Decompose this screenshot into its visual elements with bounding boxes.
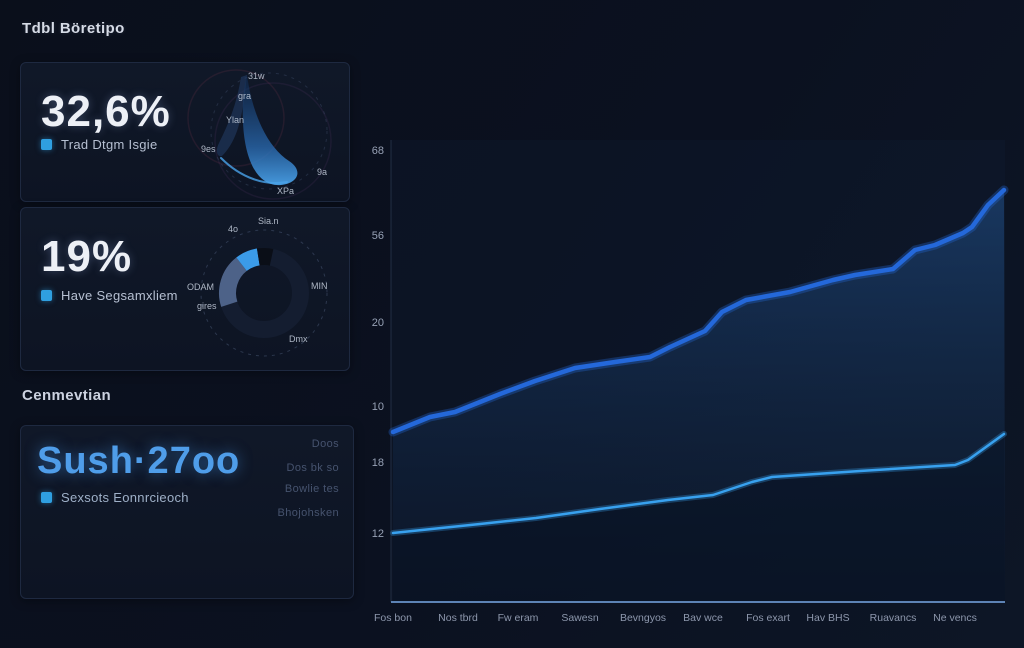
trend-value: 32,6% — [41, 87, 171, 136]
x-axis-label: Fos bon — [374, 612, 412, 624]
y-axis-tick: 20 — [372, 317, 384, 329]
donut-legend: Have Segsamxliem — [41, 288, 178, 303]
legend-swatch-icon — [41, 139, 52, 150]
swirl-bright-edge — [220, 157, 288, 184]
conversion-side-label: Dos bk so — [286, 462, 339, 474]
swirl-chart-svg: 31w gra Ylan 9es 9a XPa — [187, 69, 332, 200]
trend-legend-label: Trad Dtgm Isgie — [61, 137, 158, 152]
swirl-label: 31w — [248, 71, 265, 81]
donut-label: 4o — [228, 224, 238, 234]
donut-value: 19% — [41, 232, 133, 281]
conversion-value: Sush·27oo — [37, 440, 241, 482]
donut-chart-svg: 4o Sia.n ODAM gires MIN Dmx — [187, 216, 328, 357]
primary-line-glow — [388, 185, 1009, 437]
x-axis-label: Sawesn — [561, 612, 599, 624]
swirl-labels: 31w gra Ylan 9es 9a XPa — [201, 71, 327, 196]
stat-card-donut: 19% Have Segsamxliem 4o Sia.n ODAM gires MIN… — [20, 207, 350, 371]
x-axis-label: Hav BHS — [806, 612, 849, 624]
donut-legend-label: Have Segsamxliem — [61, 288, 178, 303]
swirl-faint-circle-2 — [214, 82, 332, 200]
conversion-legend-label: Sexsots Eonnrcieoch — [61, 490, 189, 505]
plot-background — [391, 140, 1005, 602]
secondary-area-fill — [393, 434, 1005, 602]
x-axis-label: Fos exart — [746, 612, 790, 624]
swirl-label: Ylan — [226, 115, 244, 125]
swirl-dashed-circle — [210, 72, 328, 190]
donut-label: ODAM — [187, 282, 214, 292]
x-axis-label: Ruavancs — [870, 612, 917, 624]
x-axis-label: Nos tbrd — [438, 612, 478, 624]
x-axis-label: Bav wce — [683, 612, 723, 624]
primary-trend-line — [390, 187, 1007, 435]
legend-swatch-icon — [41, 492, 52, 503]
y-axis-tick: 68 — [372, 145, 384, 157]
y-axis-tick: 18 — [372, 457, 384, 469]
donut-segment — [236, 248, 261, 272]
donut-dashed-circle — [200, 229, 328, 357]
donut-segment — [256, 248, 274, 266]
secondary-trend-line — [391, 432, 1006, 535]
stat-card-trend: 32,6% Trad Dtgm Isgie 31w gra Ylan 9es 9a XPa — [20, 62, 350, 202]
swirl-label: XPa — [277, 186, 294, 196]
swirl-label: 9a — [317, 167, 327, 177]
conversion-side-label: Bowlie tes — [284, 483, 339, 495]
trend-legend: Trad Dtgm Isgie — [41, 137, 158, 152]
swirl-label: gra — [238, 91, 251, 101]
x-axis-label: Fw eram — [498, 612, 539, 624]
donut-label: gires — [197, 301, 217, 311]
swirl-ribbon-wing — [216, 75, 247, 157]
legend-swatch-icon — [41, 290, 52, 301]
donut-segment — [219, 257, 248, 307]
donut-label: MIN — [311, 281, 328, 291]
y-axis-tick: 12 — [372, 528, 384, 540]
donut-label: Dmx — [289, 334, 308, 344]
swirl-label: 9es — [201, 144, 216, 154]
swirl-faint-circle — [187, 69, 285, 167]
secondary-line-glow — [390, 431, 1007, 536]
conversion-side-label: Doos — [311, 438, 339, 450]
y-axis-tick: 56 — [372, 230, 384, 242]
y-axis-tick: 10 — [372, 401, 384, 413]
conversion-card: Sush·27oo Sexsots Eonnrcieoch Doos Dos b… — [20, 425, 354, 599]
conversion-side-label: Bhojohsken — [277, 507, 339, 519]
donut-label: Sia.n — [258, 216, 279, 226]
x-axis-label: Ne vencs — [933, 612, 977, 624]
page-title: Tdbl Böretipo — [22, 20, 125, 37]
primary-area-fill — [393, 190, 1005, 602]
section-header-conversion: Cenmevtian — [22, 387, 112, 404]
x-axis-label: Bevngyos — [620, 612, 666, 624]
swirl-ribbon-body — [242, 75, 298, 186]
conversion-legend: Sexsots Eonnrcieoch — [41, 490, 189, 505]
conversion-side-labels: Doos Dos bk so Bowlie tes Bhojohsken — [278, 438, 340, 531]
